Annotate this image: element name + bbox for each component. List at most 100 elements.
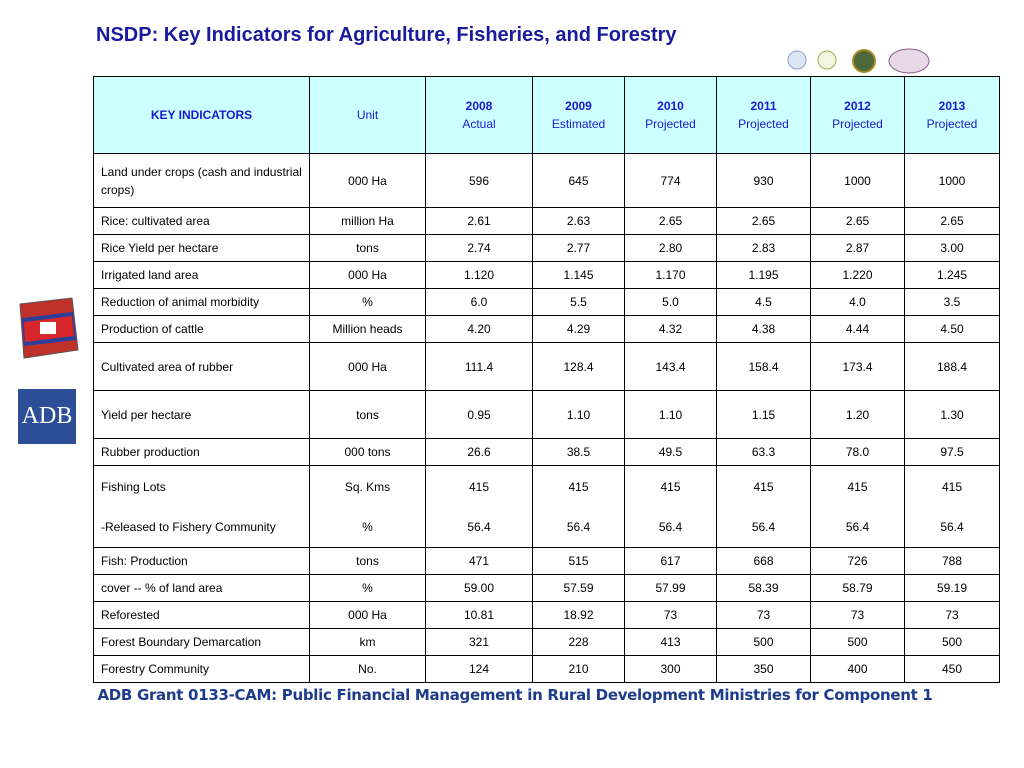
value-cell: 1.10: [624, 390, 717, 439]
value-cell: 350: [716, 655, 811, 683]
cell-value: 56.4: [940, 519, 964, 534]
year-status: Projected: [738, 117, 789, 131]
value-cell: 73: [904, 601, 1000, 629]
cell-value: 5.5: [570, 295, 587, 309]
header-text: KEY INDICATORS: [150, 108, 253, 122]
value-cell: 2.80: [624, 234, 717, 262]
table-row: Rice Yield per hectare tons 2.74 2.77 2.80 2.…: [93, 234, 1000, 262]
year-status: Projected: [926, 117, 978, 131]
value-cell: 5.0: [624, 288, 717, 316]
value-cell: 515: [532, 547, 625, 575]
cell-value: 57.99: [655, 581, 686, 595]
value-cell: 4.29: [532, 315, 625, 343]
cambodia-flag-icon: [19, 297, 79, 359]
value-cell: 1.10: [532, 390, 625, 439]
cell-value: 210: [568, 662, 589, 676]
indicator-cell: cover -- % of land area: [93, 574, 310, 602]
value-cell: 415 56.4: [810, 465, 905, 548]
value-cell: 2.65: [904, 207, 1000, 235]
value-cell: 471: [425, 547, 533, 575]
spacer: [101, 496, 302, 518]
cell-value: 400: [847, 662, 868, 676]
unit: 000 Ha: [348, 173, 387, 188]
value-cell: 415 56.4: [425, 465, 533, 548]
unit: %: [362, 519, 373, 534]
table-row: Land under crops (cash and industrial cr…: [93, 153, 1000, 208]
value-cell: 73: [716, 601, 811, 629]
value-cell: 10.81: [425, 601, 533, 629]
header-cell: 2012 Projected: [810, 76, 905, 154]
header-row: KEY INDICATORS Unit 2008 Actual 2009 Estima…: [93, 76, 1000, 154]
unit: tons: [356, 241, 379, 255]
value-cell: 188.4: [904, 342, 1000, 391]
value-cell: 596: [425, 153, 533, 208]
cell-value: 1.20: [845, 407, 870, 422]
value-cell: 1.20: [810, 390, 905, 439]
cell-value: 5.0: [662, 295, 679, 309]
year-status: Estimated: [551, 117, 606, 131]
cell-value: 515: [568, 554, 589, 568]
cell-value: 726: [847, 554, 868, 568]
cell-value: 415: [468, 479, 490, 494]
cell-value: 4.20: [467, 322, 491, 336]
spacer: [433, 496, 525, 518]
header-cell: 2013 Projected: [904, 76, 1000, 154]
table-body: Land under crops (cash and industrial cr…: [93, 153, 1000, 683]
cell-value: 0.95: [467, 407, 491, 422]
year-status: Projected: [832, 117, 883, 131]
cell-value: 4.50: [940, 322, 964, 336]
value-cell: 930: [716, 153, 811, 208]
value-cell: 000 Ha: [309, 261, 426, 289]
value-cell: 59.19: [904, 574, 1000, 602]
year: 2008: [465, 99, 493, 113]
slide-title: NSDP: Key Indicators for Agriculture, Fi…: [96, 24, 677, 46]
value-cell: 97.5: [904, 438, 1000, 466]
value-cell: 73: [810, 601, 905, 629]
cell-value: 930: [753, 173, 774, 188]
cell-value: 78.0: [845, 445, 870, 459]
header-cell: 2008 Actual: [425, 76, 533, 154]
cell-value: 617: [660, 554, 681, 568]
cell-value: 1.145: [563, 268, 594, 282]
cell-value: 49.5: [658, 445, 683, 459]
value-cell: 000 tons: [309, 438, 426, 466]
value-cell: 668: [716, 547, 811, 575]
cell-value: 173.4: [842, 359, 873, 374]
table-row: Cultivated area of rubber 000 Ha 111.4 128.…: [93, 342, 1000, 391]
adb-logo: ADB: [18, 389, 76, 444]
cell-value: 1.15: [751, 407, 776, 422]
cell-value: 63.3: [751, 445, 776, 459]
value-cell: 0.95: [425, 390, 533, 439]
table-row: Production of cattle Million heads 4.20 4.2…: [93, 315, 1000, 343]
indicator: Land under crops (cash and industrial cr…: [101, 164, 302, 197]
indicator-cell: Fishing Lots -Released to Fishery Communi…: [93, 465, 310, 548]
cell-value: 2.65: [940, 214, 964, 228]
value-cell: 726: [810, 547, 905, 575]
cell-value: 1.10: [566, 407, 591, 422]
value-cell: 3.5: [904, 288, 1000, 316]
value-cell: 300: [624, 655, 717, 683]
value-cell: Million heads: [309, 315, 426, 343]
spacer: [724, 496, 803, 518]
value-cell: 2.74: [425, 234, 533, 262]
value-cell: 2.65: [810, 207, 905, 235]
cell-value: 788: [941, 554, 963, 568]
value-cell: 2.87: [810, 234, 905, 262]
value-cell: 1.145: [532, 261, 625, 289]
cell-value: 415: [847, 479, 868, 494]
value-cell: 4.50: [904, 315, 1000, 343]
cell-value: 56.4: [658, 519, 683, 534]
unit: Million heads: [332, 322, 403, 336]
cell-value: 500: [941, 635, 963, 649]
value-cell: 400: [810, 655, 905, 683]
value-cell: Sq. Kms%: [309, 465, 426, 548]
table-row: cover -- % of land area% 59.00 57.59 57.99 5…: [93, 574, 1000, 602]
ministry-logos: [787, 48, 930, 74]
indicator: Yield per hectare: [101, 407, 192, 422]
table-row: Forest Boundary Demarcation km 321 228 413 50…: [93, 628, 1000, 656]
cell-value: 1000: [844, 173, 871, 188]
value-cell: 173.4: [810, 342, 905, 391]
cell-value: 415: [941, 479, 963, 494]
cell-value: 3.00: [940, 241, 964, 255]
